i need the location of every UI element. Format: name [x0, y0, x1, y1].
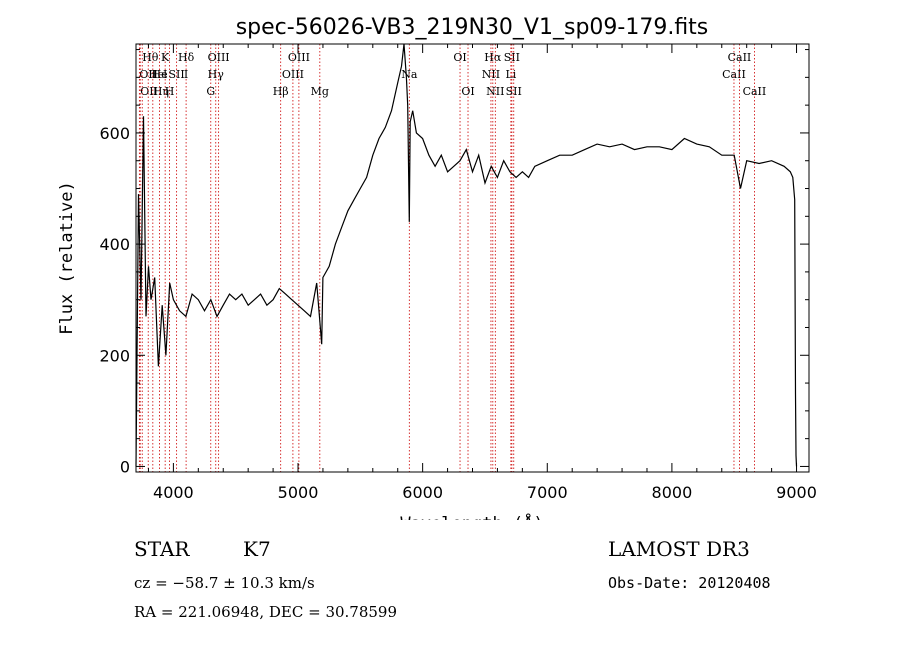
line-marker-label-22: NII [482, 68, 500, 81]
x-tick-label-2: 6000 [402, 483, 443, 502]
redshift-cz: cz = −58.7 ± 10.3 km/s [134, 574, 315, 592]
object-subclass: K7 [243, 537, 271, 561]
y-tick-label-2: 400 [99, 235, 130, 254]
x-tick-label-4: 8000 [652, 483, 693, 502]
line-marker-label-10: Hδ [178, 51, 195, 64]
line-marker-label-3: He [148, 68, 164, 81]
line-marker-label-6: K [161, 51, 170, 64]
object-class: STAR [134, 537, 190, 561]
line-marker-label-8: H [165, 85, 175, 98]
line-marker-label-5: He [152, 68, 168, 81]
y-axis-label: Flux (relative) [57, 181, 77, 335]
line-marker-label-19: Na [401, 68, 418, 81]
line-marker-label-17: OIII [288, 51, 310, 64]
x-tick-label-3: 7000 [527, 483, 568, 502]
line-marker-label-25: Li [505, 68, 516, 81]
x-tick-label-5: 9000 [776, 483, 817, 502]
line-marker-label-7: I [163, 68, 167, 81]
y-tick-label-0: 0 [120, 457, 130, 476]
x-axis: 4000 5000 6000 7000 8000 9000 [147, 44, 817, 502]
line-marker-label-13: Hγ [208, 68, 225, 81]
line-marker-label-14: OIII [208, 51, 230, 64]
line-marker-label-20: OI [453, 51, 466, 64]
line-marker-label-23: Hα [484, 51, 502, 64]
line-marker-label-9: SII [169, 68, 185, 81]
line-markers: OIIOIIHθHeHηHeKIHSIIHδIGHγOIIIHβOIIIOIII… [138, 44, 767, 472]
line-marker-label-11: I [184, 68, 188, 81]
line-marker-label-12: G [206, 85, 215, 98]
chart-title: spec-56026-VB3_219N30_V1_sp09-179.fits [236, 15, 709, 40]
x-tick-label-1: 5000 [278, 483, 319, 502]
y-axis: 0 200 400 600 [99, 49, 809, 476]
spectrum-line [135, 43, 798, 467]
line-marker-label-21: OI [461, 85, 474, 98]
x-tick-label-0: 4000 [153, 483, 194, 502]
y-tick-label-1: 200 [99, 346, 130, 365]
x-axis-label: Wavelength (Å) [400, 512, 543, 520]
y-tick-label-3: 600 [99, 124, 130, 143]
line-marker-label-15: Hβ [273, 85, 289, 98]
observation-date: Obs-Date: 20120408 [608, 574, 771, 592]
spectrum-chart: spec-56026-VB3_219N30_V1_sp09-179.fits O… [57, 15, 817, 520]
line-marker-label-0: OII [139, 68, 157, 81]
survey-name: LAMOST DR3 [608, 537, 750, 561]
line-marker-label-2: Hθ [142, 51, 159, 64]
line-marker-label-16: OIII [282, 68, 304, 81]
line-marker-label-4: Hη [153, 85, 169, 98]
line-marker-label-18: Mg [311, 85, 329, 98]
plot-frame [135, 43, 810, 473]
line-marker-label-30: CaII [743, 85, 767, 98]
line-marker-label-29: CaII [728, 51, 752, 64]
line-marker-label-24: NII [486, 85, 504, 98]
line-marker-label-1: OII [140, 85, 158, 98]
line-marker-label-26: SII [504, 51, 520, 64]
coordinates: RA = 221.06948, DEC = 30.78599 [134, 603, 398, 621]
line-marker-label-27: SII [506, 85, 522, 98]
line-marker-label-28: CaII [722, 68, 746, 81]
